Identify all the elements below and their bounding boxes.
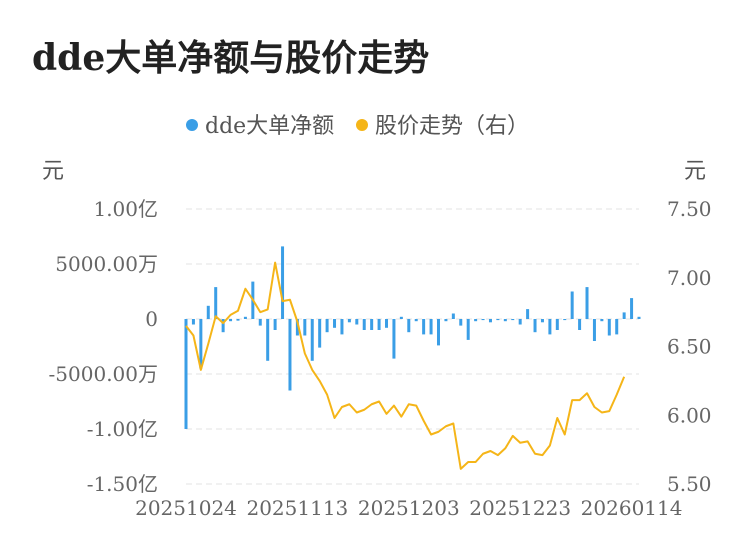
dde-bar[interactable] — [496, 319, 500, 321]
dde-bar[interactable] — [392, 319, 396, 359]
left-tick-label: 0 — [145, 307, 158, 331]
left-tick-label: 1.00亿 — [93, 197, 158, 221]
dde-bar[interactable] — [600, 319, 604, 322]
price-line-layer — [185, 261, 626, 470]
dde-bar[interactable] — [533, 319, 537, 333]
right-axis-unit: 元 — [684, 159, 706, 184]
dde-bar[interactable] — [184, 319, 188, 429]
dde-bar[interactable] — [258, 319, 262, 326]
dde-bar[interactable] — [266, 319, 270, 361]
dde-bar[interactable] — [414, 319, 418, 322]
left-tick-label: -5000.00万 — [49, 362, 158, 386]
dde-bar[interactable] — [214, 287, 218, 319]
dde-bar[interactable] — [585, 287, 589, 319]
dde-bar[interactable] — [592, 319, 596, 341]
dde-bar[interactable] — [436, 319, 440, 346]
dde-bar[interactable] — [288, 319, 292, 391]
dde-bar[interactable] — [370, 319, 374, 330]
right-axis-ticks: 7.50 7.00 6.50 6.00 5.50 — [667, 197, 712, 496]
dde-bar[interactable] — [488, 319, 492, 323]
dde-bar[interactable] — [637, 316, 641, 319]
right-tick-label: 7.00 — [667, 266, 712, 290]
dde-bar[interactable] — [229, 319, 233, 322]
dde-bar[interactable] — [630, 298, 634, 319]
left-tick-label: -1.50亿 — [87, 472, 158, 496]
dde-bar[interactable] — [607, 319, 611, 336]
dde-bar[interactable] — [340, 319, 344, 335]
chart-title: dde大单净额与股价走势 — [32, 37, 429, 79]
dde-bar[interactable] — [281, 246, 285, 319]
dde-bar[interactable] — [362, 319, 366, 330]
dde-bar[interactable] — [422, 319, 426, 335]
dde-bar[interactable] — [206, 305, 210, 319]
x-tick-label: 20251203 — [358, 496, 460, 520]
dde-bar[interactable] — [481, 319, 485, 321]
dde-bar[interactable] — [570, 291, 574, 320]
x-tick-label: 20251223 — [469, 496, 571, 520]
legend-marker-price — [356, 119, 368, 131]
dde-bar[interactable] — [429, 319, 433, 335]
x-axis-ticks: 20251024 20251113 20251203 20251223 20260114 — [135, 496, 682, 520]
right-tick-label: 6.00 — [667, 403, 712, 427]
dde-bar[interactable] — [243, 316, 247, 319]
x-tick-label: 20251024 — [135, 496, 237, 520]
grid-lines — [186, 208, 639, 485]
dde-bar[interactable] — [540, 319, 544, 323]
left-axis-unit: 元 — [42, 159, 64, 184]
left-tick-label: -1.00亿 — [87, 417, 158, 441]
dde-bar[interactable] — [295, 319, 299, 336]
left-tick-label: 5000.00万 — [55, 252, 158, 276]
legend: dde大单净额 股价走势（右） — [186, 114, 529, 139]
right-tick-label: 7.50 — [667, 197, 712, 221]
dde-bar[interactable] — [503, 319, 507, 322]
dde-bar[interactable] — [221, 319, 225, 333]
legend-marker-dde — [186, 119, 198, 131]
dde-bar[interactable] — [407, 319, 411, 333]
dde-bar[interactable] — [377, 319, 381, 330]
dde-bar[interactable] — [444, 319, 448, 322]
dde-bar[interactable] — [355, 319, 359, 325]
dde-bar[interactable] — [399, 316, 403, 319]
dde-bar[interactable] — [191, 319, 195, 325]
dde-bar[interactable] — [474, 319, 478, 322]
dde-bar[interactable] — [563, 319, 567, 321]
dde-bar[interactable] — [615, 319, 619, 335]
price-line[interactable] — [185, 261, 626, 470]
dde-bar[interactable] — [459, 319, 463, 326]
dde-bar[interactable] — [318, 319, 322, 348]
dde-bar[interactable] — [303, 319, 307, 336]
x-tick-label: 20251113 — [246, 496, 348, 520]
dde-bar[interactable] — [466, 319, 470, 340]
dde-bar[interactable] — [385, 319, 389, 328]
right-tick-label: 6.50 — [667, 335, 712, 359]
left-axis-ticks: 1.00亿 5000.00万 0 -5000.00万 -1.00亿 -1.50亿 — [49, 197, 158, 496]
dde-bar[interactable] — [199, 319, 203, 369]
dde-bar[interactable] — [548, 319, 552, 335]
dde-bar[interactable] — [622, 312, 626, 319]
dde-bar[interactable] — [273, 319, 277, 330]
dde-bar[interactable] — [555, 319, 559, 330]
legend-label-dde[interactable]: dde大单净额 — [205, 114, 334, 139]
legend-label-price[interactable]: 股价走势（右） — [375, 114, 529, 139]
dde-bar[interactable] — [333, 319, 337, 328]
right-tick-label: 5.50 — [667, 472, 712, 496]
dde-bar[interactable] — [526, 309, 530, 319]
dde-bar[interactable] — [451, 313, 455, 320]
dde-bar[interactable] — [511, 319, 515, 321]
dde-bar[interactable] — [578, 319, 582, 330]
dde-bar[interactable] — [518, 319, 522, 325]
dde-bar[interactable] — [325, 319, 329, 333]
dde-bar[interactable] — [347, 319, 351, 323]
dde-bar[interactable] — [310, 319, 314, 361]
x-tick-label: 20260114 — [581, 496, 683, 520]
dde-bar[interactable] — [236, 319, 240, 321]
